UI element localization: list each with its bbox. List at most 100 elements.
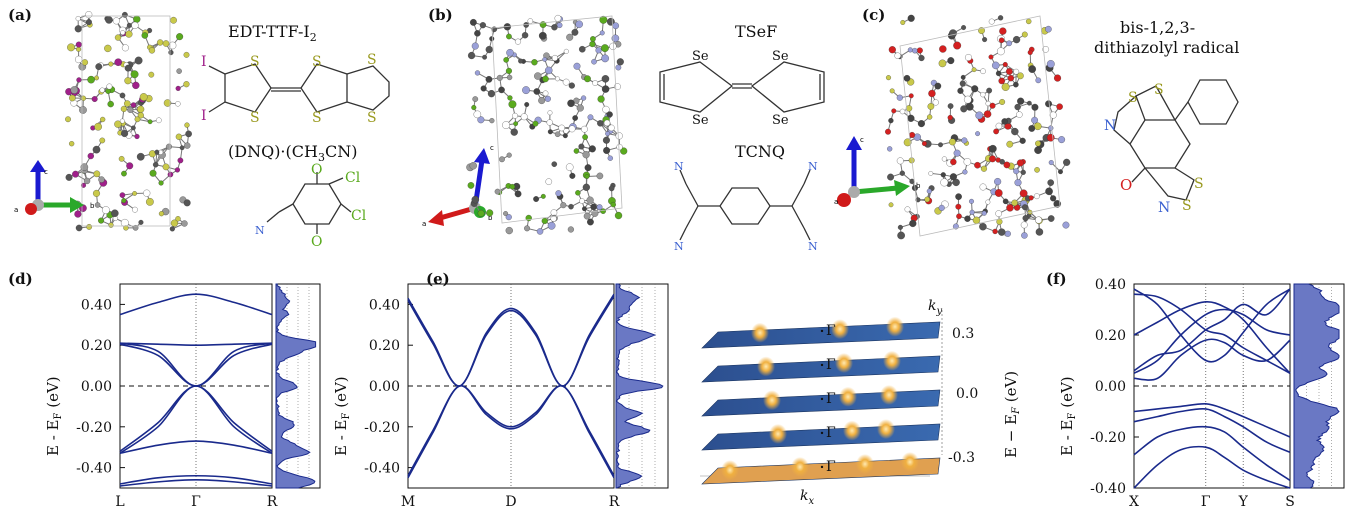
atom-sphere (467, 182, 475, 189)
atom-sphere (999, 27, 1007, 35)
atom-sphere (482, 54, 487, 60)
atom-sphere (132, 225, 139, 231)
atom-sphere (612, 22, 620, 30)
atom-sphere (568, 203, 574, 210)
atom-sphere (125, 30, 133, 38)
atom-sphere (551, 54, 558, 62)
atom-sphere (915, 197, 921, 203)
atom-sphere (975, 111, 984, 120)
atom-sphere (85, 19, 92, 26)
fermi-pocket (757, 356, 775, 377)
atom-sphere (524, 225, 531, 232)
atom-sphere (126, 22, 132, 28)
atom-sphere (485, 45, 493, 54)
panel-label-a: (a) (8, 6, 32, 24)
atom-sphere (112, 17, 120, 25)
molecule-bdta: S S N O S S N (1104, 79, 1239, 216)
atom-sphere (606, 111, 613, 118)
atom-sphere (123, 225, 129, 231)
axes-triad-a: c b a (14, 160, 95, 215)
atom-sphere (934, 82, 942, 90)
atom-sphere (469, 18, 477, 26)
atom-sphere (995, 70, 1002, 77)
atom-sphere (959, 80, 966, 87)
atom-sphere (477, 116, 485, 124)
atom-sphere (94, 75, 99, 81)
atom-sphere (1002, 198, 1009, 205)
atom-sphere (885, 75, 892, 81)
atom-sphere (513, 121, 519, 127)
atom-sphere (473, 110, 482, 119)
atom-sphere (603, 146, 611, 154)
atom-sphere (152, 161, 159, 168)
atom-sphere (1004, 230, 1011, 237)
atom-sphere (143, 189, 151, 197)
atom-sphere (1045, 187, 1053, 196)
y-tick-label: 0.40 (1095, 277, 1126, 293)
atom-sphere (565, 163, 574, 171)
atom-sphere (1028, 65, 1036, 73)
atom-sphere (507, 95, 513, 101)
atom-sphere (947, 103, 954, 109)
atom-s-c3: S (1194, 176, 1204, 192)
ztick-top: 0.3 (952, 326, 974, 342)
atom-sphere (939, 45, 947, 53)
x-tick-label: Γ (191, 494, 201, 510)
atom-sphere (124, 100, 131, 107)
atom-sphere (917, 120, 925, 128)
atom-sphere (1053, 200, 1062, 208)
molecule-name-dnq: (DNQ)·(CH3CN) (228, 142, 358, 165)
energy-slab (701, 423, 941, 451)
atom-sphere (988, 54, 994, 60)
atom-sphere (69, 94, 76, 102)
atom-sphere (601, 85, 610, 93)
atom-sphere (541, 217, 548, 225)
y-tick-label: -0.20 (76, 420, 112, 436)
atom-sphere (540, 193, 546, 199)
atom-sphere (974, 161, 981, 169)
atom-sphere (532, 120, 539, 127)
atom-se-4: Se (772, 113, 789, 128)
band-line (119, 479, 273, 487)
atom-sphere (162, 163, 170, 171)
atom-sphere (578, 143, 585, 150)
atom-sphere (590, 203, 597, 211)
gamma-label: Γ (826, 459, 836, 475)
atom-sphere (79, 106, 87, 114)
atom-sphere (887, 173, 895, 181)
atom-sphere (474, 30, 481, 37)
atom-sphere (903, 74, 911, 82)
atom-sphere (76, 77, 82, 83)
atom-sphere (100, 116, 106, 123)
atom-nitrogen: N (255, 224, 265, 237)
atom-sphere (533, 196, 540, 202)
atom-sphere (121, 11, 128, 18)
y-tick-label: 0.20 (81, 338, 112, 354)
atom-sphere (471, 195, 480, 204)
atom-sphere (620, 147, 628, 155)
atom-sphere (91, 96, 98, 102)
fermi-pocket (831, 319, 849, 340)
atom-sulfur-5: S (367, 52, 377, 68)
atom-sphere (1035, 216, 1043, 224)
x-tick-label: X (1129, 494, 1139, 510)
atom-sphere (131, 125, 136, 131)
atom-chlorine-1: Cl (345, 170, 361, 186)
atom-sphere (133, 15, 141, 23)
atom-sphere (953, 41, 962, 50)
atom-sphere (602, 105, 610, 114)
y-tick-label: -0.40 (76, 461, 112, 477)
atom-sphere (134, 56, 143, 65)
atom-sphere (994, 189, 1003, 197)
atom-sphere (121, 129, 129, 138)
atom-sphere (909, 219, 917, 228)
atom-sphere (104, 44, 112, 53)
atom-sphere (614, 211, 623, 220)
atom-sphere (80, 163, 89, 171)
atom-sphere (556, 22, 563, 29)
atom-sphere (1033, 122, 1042, 131)
atom-sphere (555, 76, 560, 82)
atom-sphere (953, 149, 961, 157)
atom-sphere (1006, 140, 1014, 148)
atom-sphere (521, 32, 529, 39)
